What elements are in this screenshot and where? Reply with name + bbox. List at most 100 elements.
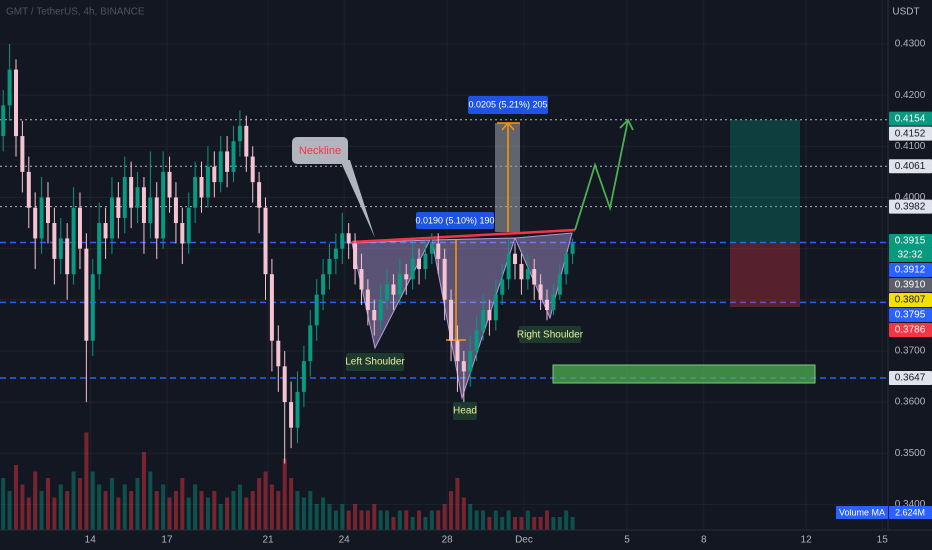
volume-bar	[385, 510, 390, 530]
volume-bar	[77, 478, 82, 530]
x-tick-label: 28	[442, 535, 454, 546]
candle-body	[327, 258, 332, 275]
x-tick-label: 8	[701, 535, 707, 546]
volume-bar	[161, 484, 166, 530]
candle-body	[237, 125, 242, 142]
candle-body	[385, 284, 390, 300]
volume-bar	[122, 484, 127, 530]
candle-body	[493, 294, 498, 321]
candle-body	[525, 269, 530, 280]
candle-body	[397, 274, 402, 295]
volume-bar	[327, 504, 332, 530]
volume-bar	[199, 491, 204, 530]
candle-body	[84, 248, 89, 341]
volume-bar	[461, 497, 466, 530]
projection-arrow	[574, 119, 629, 231]
candle-body	[180, 223, 185, 244]
grid	[0, 0, 888, 530]
volume-bar	[276, 491, 281, 530]
candle-body	[90, 274, 95, 341]
volume-bar	[295, 491, 300, 530]
volume-bar	[282, 458, 287, 530]
candle-body	[161, 171, 166, 239]
right-shoulder-box	[519, 326, 581, 343]
annotation-labels: Neckline Left Shoulder Head Right Should…	[292, 96, 584, 420]
price-badge	[889, 277, 932, 292]
volume-bar	[193, 484, 198, 530]
volume-ma-badge	[836, 506, 888, 519]
price-badge-label: 0.4061	[895, 161, 926, 172]
volume-bar	[1, 478, 6, 530]
candle-body	[404, 274, 409, 280]
neckline-pointer	[340, 160, 375, 238]
volume-bar	[141, 452, 146, 530]
y-tick-label: 0.4300	[895, 39, 926, 50]
candle-body	[455, 340, 460, 362]
candle-body	[391, 284, 396, 295]
candle-body	[129, 177, 134, 208]
candle-body	[244, 125, 249, 157]
x-tick-label: 17	[161, 535, 173, 546]
price-badge-label: 0.3910	[895, 280, 926, 291]
volume-bar	[308, 491, 313, 530]
candle-body	[58, 238, 63, 259]
volume-bar	[231, 491, 236, 530]
x-tick-label: Dec	[515, 535, 533, 546]
price-badge-label: 0.4152	[895, 128, 926, 139]
countdown-badge	[889, 247, 932, 262]
volume-bar	[167, 497, 172, 530]
candle-body	[116, 197, 121, 218]
x-tick-label: 5	[624, 535, 630, 546]
volume-ma-value: 2.624M	[895, 507, 925, 517]
price-badge	[889, 126, 932, 141]
candle-body	[148, 197, 153, 224]
candle-body	[346, 233, 351, 244]
volume-bar	[71, 471, 76, 530]
volume-bar	[436, 510, 441, 530]
candle-body	[333, 248, 338, 259]
x-tick-label: 15	[877, 535, 889, 546]
price-badge-label: 0.3786	[895, 325, 926, 336]
candle-body	[532, 269, 537, 285]
volume-bar	[365, 510, 370, 530]
candle-body	[52, 223, 57, 259]
volume-bar	[52, 497, 57, 530]
candle-body	[33, 207, 38, 239]
volume-bar	[135, 478, 140, 530]
volume-bar	[173, 491, 178, 530]
candle-body	[321, 274, 326, 295]
volume-bar	[180, 478, 185, 530]
candle-body	[20, 136, 25, 172]
volume-bar	[410, 517, 415, 530]
pattern-measure-label: 0.0190 (5.10%) 190	[415, 215, 494, 225]
candle-body	[461, 361, 466, 372]
volume-ma-label: Volume MA	[839, 507, 885, 517]
candle-body	[276, 340, 281, 367]
volume-bar	[314, 504, 319, 530]
volume-bar	[20, 484, 25, 530]
candle-body	[487, 310, 492, 321]
volume-bar	[97, 484, 102, 530]
candle-body	[474, 330, 479, 351]
candle-body	[538, 284, 543, 300]
candle-body	[289, 402, 294, 428]
candle-body	[308, 325, 313, 362]
candle-body	[519, 263, 524, 280]
volume-bar	[109, 478, 114, 530]
candle-body	[481, 310, 486, 331]
volume-bar	[186, 497, 191, 530]
volume-bar	[557, 517, 562, 530]
y-tick-label: 0.4200	[895, 90, 926, 101]
candle-body	[564, 253, 569, 275]
volume-bar	[500, 517, 505, 530]
price-badge-label: 0.4154	[895, 113, 926, 124]
projection-arrowhead	[619, 118, 634, 131]
volume-bar	[129, 491, 134, 530]
price-badge-label: 0.3982	[895, 201, 926, 212]
volume-bar	[340, 504, 345, 530]
y-tick-label: 0.4100	[895, 141, 926, 152]
candle-body	[45, 197, 50, 224]
volume-bar	[570, 517, 575, 530]
volume-bar	[506, 510, 511, 530]
